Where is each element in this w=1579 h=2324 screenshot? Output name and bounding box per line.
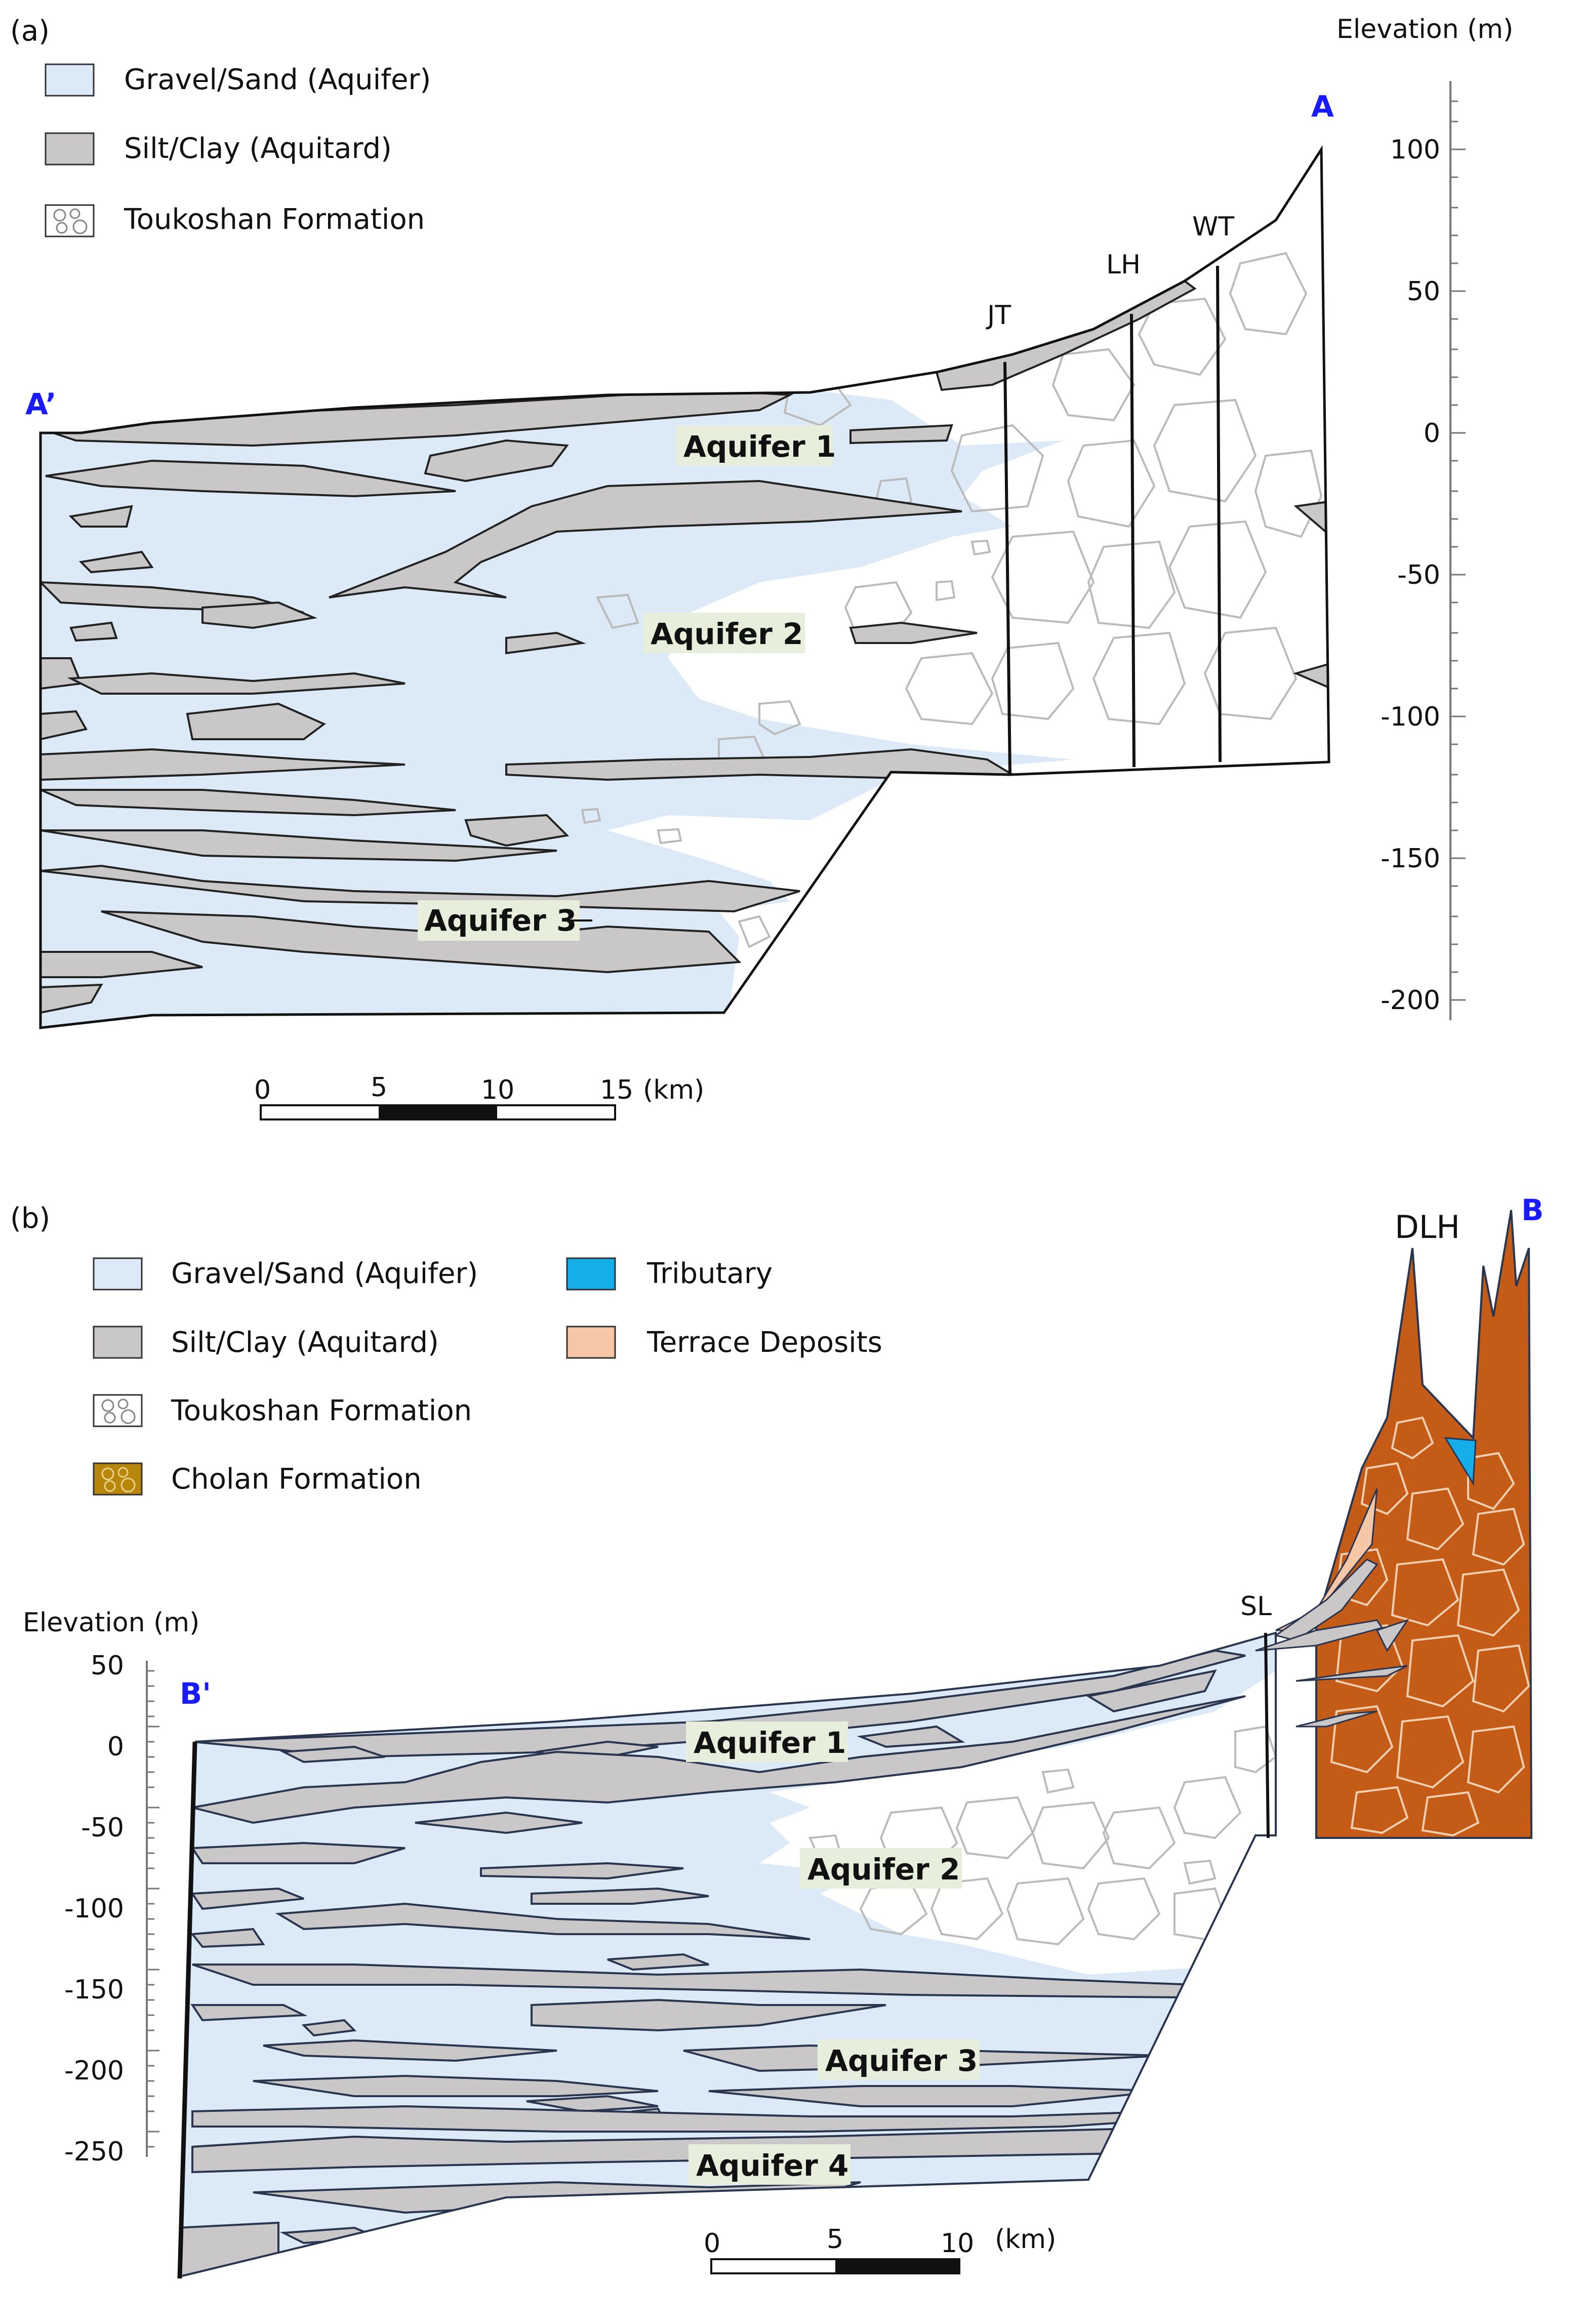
section-outline-b — [182, 1631, 1277, 2277]
legend-b-swatch-terrace — [566, 1326, 616, 1359]
tributary-channel — [1444, 1437, 1477, 1486]
aquifer-1-label-b: Aquifer 1 — [694, 1726, 846, 1760]
scale-a-tick-15: 15 — [600, 1075, 633, 1105]
scale-a-unit: (km) — [643, 1075, 704, 1105]
axis-title-b: Elevation (m) — [23, 1608, 199, 1638]
left-boundary-b — [177, 1741, 197, 2279]
axis-b-tick-neg100: -100 — [64, 1894, 124, 1924]
axis-title-a: Elevation (m) — [1337, 14, 1513, 45]
elevation-axis-b: Elevation (m) — [23, 1608, 199, 2167]
axis-a-tick-neg200: -200 — [1381, 985, 1440, 1016]
panel-a-legend: Gravel/Sand (Aquifer) Silt/Clay (Aquitar… — [45, 63, 431, 237]
axis-b-tick-neg150: -150 — [64, 1975, 124, 2005]
cholan-mountain — [1255, 1210, 1533, 1839]
legend-b-swatch-toukoshan — [93, 1394, 143, 1427]
toukoshan-wedge-b — [759, 1671, 1276, 1975]
scale-bar-b: 0 5 10 (km) — [704, 2224, 1056, 2274]
axis-a-tick-neg100: -100 — [1381, 702, 1440, 732]
axis-b-tick-neg250: -250 — [64, 2137, 124, 2167]
panel-b: (b) Gravel/Sand (Aquifer) Silt/Clay (Aqu… — [10, 1193, 1544, 2279]
aquifer-labels-a: Aquifer 1 Aquifer 2 Aquifer 3 — [418, 425, 836, 941]
well-wt-line — [1216, 265, 1222, 763]
scale-b-tick-0: 0 — [704, 2228, 720, 2259]
well-sl-label: SL — [1240, 1591, 1272, 1622]
legend-b-label-tributary: Tributary — [646, 1257, 773, 1290]
legend-swatch-aquifer — [45, 63, 95, 97]
wells-a — [1003, 265, 1222, 775]
legend-swatch-aquitard — [45, 132, 95, 166]
aquifer-2-label-a: Aquifer 2 — [651, 617, 803, 651]
scale-bar-a: 0 5 10 15 (km) — [254, 1072, 704, 1120]
toukoshan-pebbles-a — [581, 252, 1323, 948]
well-jt-label: JT — [986, 300, 1011, 331]
legend-b-label-toukoshan: Toukoshan Formation — [171, 1394, 472, 1427]
panel-b-label: (b) — [10, 1202, 50, 1235]
legend-label-aquifer: Gravel/Sand (Aquifer) — [124, 63, 431, 96]
axis-a-tick-50: 50 — [1407, 276, 1440, 307]
well-sl-line — [1264, 1632, 1270, 1838]
aquifer-3-label-b: Aquifer 3 — [825, 2043, 978, 2078]
aquifer-body-a — [41, 390, 1073, 1028]
axis-b-tick-50: 50 — [91, 1651, 124, 1681]
axis-a-tick-neg150: -150 — [1381, 844, 1440, 874]
toukoshan-pebbles-b — [808, 1725, 1276, 1946]
scale-a-tick-10: 10 — [481, 1075, 514, 1105]
axis-b-tick-0: 0 — [107, 1732, 124, 1762]
well-lh-line — [1130, 313, 1136, 768]
scale-a-tick-5: 5 — [371, 1072, 387, 1103]
legend-b-label-terrace: Terrace Deposits — [646, 1326, 882, 1359]
axis-b-tick-neg50: -50 — [81, 1813, 124, 1843]
axis-a-tick-100: 100 — [1390, 135, 1440, 165]
axis-b-tick-neg200: -200 — [64, 2056, 124, 2086]
well-wt-label: WT — [1192, 212, 1234, 242]
legend-b-swatch-tributary — [566, 1257, 616, 1291]
peak-label-dlh: DLH — [1395, 1209, 1460, 1246]
panel-a: (a) Gravel/Sand (Aquifer) Silt/Clay (Aqu… — [10, 14, 1513, 1120]
well-jt-line — [1003, 362, 1011, 775]
aquifer-labels-b: Aquifer 1 Aquifer 2 Aquifer 3 Aquifer 4 — [686, 1721, 980, 2185]
legend-b-label-aquifer: Gravel/Sand (Aquifer) — [171, 1257, 478, 1290]
aquifer-2-label-b: Aquifer 2 — [807, 1852, 960, 1887]
section-outline-a — [39, 145, 1330, 1029]
well-lh-label: LH — [1106, 250, 1141, 280]
legend-swatch-toukoshan — [45, 204, 95, 237]
axis-a-tick-0: 0 — [1424, 418, 1440, 449]
panel-b-legend: Gravel/Sand (Aquifer) Silt/Clay (Aquitar… — [93, 1257, 882, 1496]
scale-b-tick-5: 5 — [827, 2224, 843, 2255]
aquifer-3-label-a: Aquifer 3 — [424, 903, 577, 938]
endpoint-b: B — [1521, 1193, 1544, 1227]
scale-b-tick-10: 10 — [941, 2228, 974, 2259]
cholan-formation-body — [1315, 1210, 1533, 1839]
elevation-axis-a: Elevation (m) — [1337, 14, 1513, 1020]
panel-a-label: (a) — [10, 15, 50, 48]
legend-b-swatch-aquitard — [93, 1326, 143, 1359]
legend-b-label-cholan: Cholan Formation — [171, 1463, 422, 1496]
legend-b-label-aquitard: Silt/Clay (Aquitard) — [171, 1326, 439, 1359]
legend-b-swatch-cholan — [93, 1462, 143, 1496]
aquifer-4-label-b: Aquifer 4 — [696, 2148, 848, 2183]
aquifer-1-label-a: Aquifer 1 — [683, 429, 836, 464]
legend-b-swatch-aquifer — [93, 1257, 143, 1291]
endpoint-a-prime: A’ — [25, 387, 57, 421]
axis-a-tick-neg50: -50 — [1397, 560, 1440, 590]
scale-a-tick-0: 0 — [254, 1075, 271, 1105]
legend-label-toukoshan: Toukoshan Formation — [124, 203, 425, 236]
endpoint-a: A — [1311, 89, 1334, 124]
scale-b-unit: (km) — [995, 2224, 1056, 2255]
legend-label-aquitard: Silt/Clay (Aquitard) — [124, 132, 392, 165]
endpoint-b-prime: B' — [180, 1676, 211, 1711]
